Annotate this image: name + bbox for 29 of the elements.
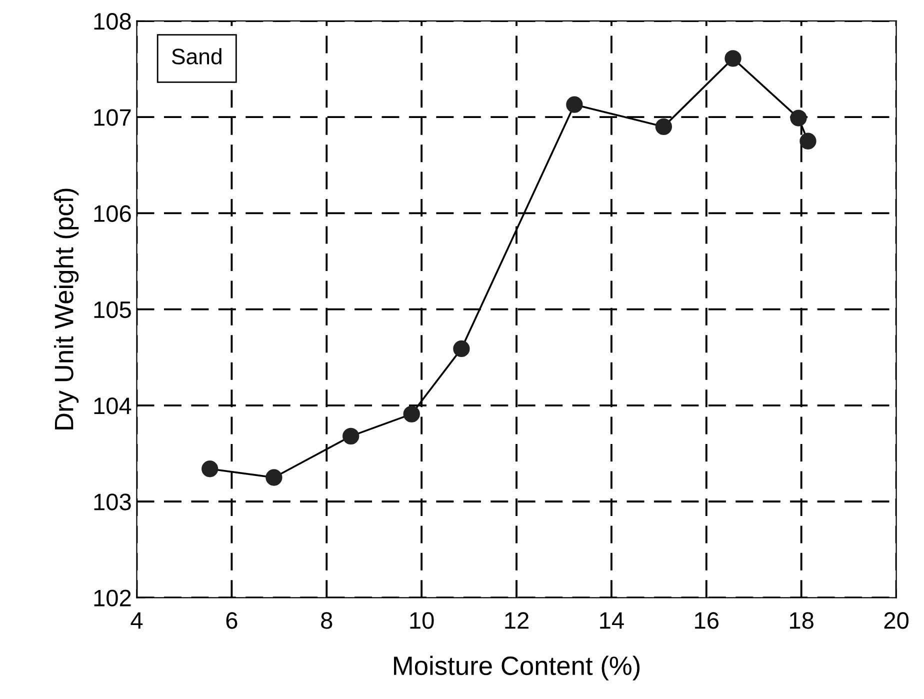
x-tick-label: 16 [695,612,718,629]
point [655,118,672,136]
x-tick-label: 14 [600,612,624,629]
point [800,132,816,150]
x-tick-label: 20 [884,612,908,629]
point [202,460,218,478]
y-tick-label: 107 [94,109,131,126]
x-tick-label: 6 [226,612,238,629]
y-tick-label: 106 [94,205,131,222]
x-tick-label: 4 [130,612,143,629]
point [790,110,807,126]
x-tick-label: 12 [505,612,528,629]
y-tick-label: 104 [94,397,132,414]
point [453,340,470,358]
y-tick-label: 102 [94,590,131,606]
point [342,428,360,445]
y-tick-label: 108 [94,13,131,30]
point [724,50,742,67]
point [403,406,420,422]
annotation: Sand [172,48,222,64]
x-tick-label: 10 [410,612,434,629]
x-tick-label: 8 [321,612,332,629]
y-tick-label: 103 [94,494,131,510]
point [266,469,282,486]
y-tick-label: 105 [94,301,131,318]
point [566,96,583,113]
x-axis-title: Moisture Content (%) [394,656,640,680]
x-tick-label: 18 [790,612,814,629]
y-axis-title: Dry Unit Weight (pcf) [54,188,79,430]
